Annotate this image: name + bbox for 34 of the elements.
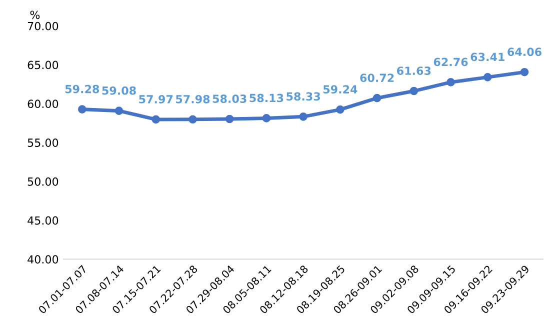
y-tick-label: 70.00 <box>28 22 58 30</box>
point <box>446 78 455 86</box>
point <box>262 114 271 122</box>
point <box>152 115 160 124</box>
point <box>225 114 234 124</box>
point <box>188 115 197 124</box>
data-label: 58.03 <box>212 94 246 103</box>
data-label: 61.63 <box>397 66 431 75</box>
point <box>483 72 492 82</box>
point <box>114 106 124 115</box>
data-label: 58.33 <box>286 92 320 101</box>
y-tick-label: 60.00 <box>28 100 58 108</box>
data-label: 59.08 <box>102 86 136 95</box>
y-tick-label: 65.00 <box>28 60 58 70</box>
data-label: 58.13 <box>250 94 284 102</box>
data-label: 59.24 <box>323 85 358 94</box>
y-tick-label: 45.00 <box>28 216 58 225</box>
y-tick-label: 55.00 <box>28 138 58 147</box>
point <box>410 86 418 96</box>
data-label: 64.06 <box>508 48 542 56</box>
data-label: 57.98 <box>176 94 210 104</box>
data-label: 63.41 <box>470 52 504 62</box>
point <box>520 68 529 76</box>
point <box>336 105 344 114</box>
data-label: 59.28 <box>65 84 100 94</box>
point <box>299 112 308 121</box>
point <box>372 94 382 102</box>
y-tick-label: 50.00 <box>28 177 58 186</box>
data-label: 57.97 <box>139 95 173 104</box>
point <box>78 105 86 114</box>
data-label: 62.76 <box>434 58 468 66</box>
data-label: 60.72 <box>360 74 394 82</box>
y-axis-title: % <box>30 10 40 20</box>
y-tick-label: 40.00 <box>28 255 58 264</box>
